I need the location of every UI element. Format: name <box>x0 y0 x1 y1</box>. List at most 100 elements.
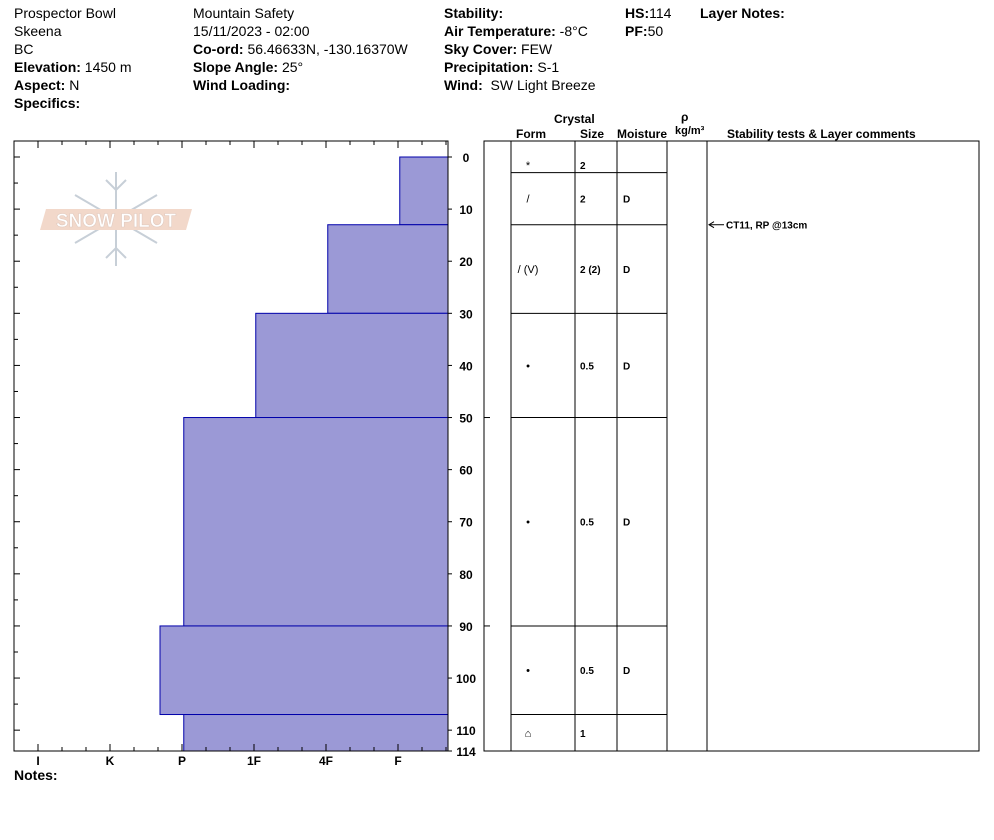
test-arrow-head-0 <box>708 221 715 229</box>
notes-label: Notes: <box>14 767 58 783</box>
row-moisture-2: D <box>623 265 630 276</box>
layer-notes-label: Layer Notes: <box>700 5 785 21</box>
slope-value: 25° <box>281 59 304 75</box>
row-size-3: 0.5 <box>580 361 594 372</box>
stability-tests-header: Stability tests & Layer comments <box>727 127 916 141</box>
row-moisture-4: D <box>623 518 630 529</box>
wind-loading-label: Wind Loading: <box>193 77 291 93</box>
sky-label: Sky Cover: <box>444 41 518 57</box>
depth-label-20: 20 <box>459 255 473 269</box>
precip-label: Precipitation: <box>444 59 534 75</box>
depth-label-70: 70 <box>459 516 473 530</box>
depth-label-40: 40 <box>459 359 473 373</box>
row-form-4: • <box>526 517 530 529</box>
row-size-2: 2 (2) <box>580 265 601 276</box>
stability-test-annotations: CT11, RP @13cm <box>708 221 807 232</box>
depth-axis: 0 10 20 30 40 50 60 70 80 90 100 110 114 <box>14 151 476 759</box>
layer-table-rows: * 2 / 2 D / (V) 2 (2) D • 0.5 D • 0.5 D • 0.5 D ⌂ 1 <box>484 160 667 740</box>
density-unit-header: kg/m³ <box>675 125 705 137</box>
depth-label-114: 114 <box>456 745 476 759</box>
hardness-label-K: K <box>106 754 115 768</box>
hardness-label-1F: 1F <box>247 754 261 768</box>
row-form-5: • <box>526 665 530 677</box>
row-size-1: 2 <box>580 195 586 206</box>
row-form-0: * <box>526 160 531 172</box>
aspect-label: Aspect: <box>14 77 66 93</box>
precip-row: Precipitation: S-1 <box>444 58 559 76</box>
layer-table-columns <box>510 141 708 751</box>
hardness-layer-4 <box>159 625 449 716</box>
organization: Mountain Safety <box>193 5 295 21</box>
hardness-label-4F: 4F <box>319 754 333 768</box>
sky-value: FEW <box>521 41 553 57</box>
elevation-value: 1450 m <box>84 59 132 75</box>
hardness-label-I: I <box>36 754 39 768</box>
state: BC <box>14 41 34 57</box>
depth-label-90: 90 <box>459 620 473 634</box>
aspect-row: Aspect: N <box>14 76 79 94</box>
pf-value: 50 <box>647 23 664 39</box>
depth-label-80: 80 <box>459 568 473 582</box>
test-label-0: CT11, RP @13cm <box>726 221 807 232</box>
pf-label: PF: <box>625 23 648 39</box>
wind-row: Wind: SW Light Breeze <box>444 76 596 94</box>
pf-row: PF:50 <box>625 22 663 40</box>
hardness-frame <box>13 140 449 752</box>
hardness-layer-3 <box>183 417 449 627</box>
depth-label-100: 100 <box>456 672 476 686</box>
hardness-label-F: F <box>394 754 401 768</box>
depth-label-110: 110 <box>456 724 476 738</box>
snowpilot-logo: SNOW PILOT <box>40 172 192 266</box>
specifics-label: Specifics: <box>14 95 81 111</box>
row-form-1: / <box>526 194 530 206</box>
depth-label-60: 60 <box>459 464 473 478</box>
hardness-layers <box>159 156 449 752</box>
depth-label-10: 10 <box>459 203 473 217</box>
logo-text: SNOW PILOT <box>56 211 177 232</box>
rho-header: ρ <box>681 110 689 124</box>
moisture-header: Moisture <box>617 127 668 141</box>
row-moisture-5: D <box>623 666 630 677</box>
row-moisture-1: D <box>623 195 630 206</box>
air-temp-value: -8°C <box>559 23 588 39</box>
hs-label: HS: <box>625 5 650 21</box>
row-size-4: 0.5 <box>580 518 594 529</box>
wind-value: SW Light Breeze <box>490 77 596 93</box>
row-moisture-3: D <box>623 361 630 372</box>
crystal-header: Crystal <box>554 112 595 126</box>
depth-label-0: 0 <box>463 151 470 165</box>
layer-table-frame <box>483 140 980 752</box>
stability-label: Stability: <box>444 5 504 21</box>
hardness-label-P: P <box>178 754 186 768</box>
hs-row: HS:114 <box>625 4 671 22</box>
hardness-axis: I K P 1F 4F F <box>36 141 447 768</box>
form-header: Form <box>516 127 546 141</box>
location: Prospector Bowl <box>14 5 116 21</box>
hardness-layer-0 <box>399 156 449 226</box>
row-form-2: / (V) <box>518 264 539 276</box>
row-size-6: 1 <box>580 729 586 740</box>
row-form-6: ⌂ <box>525 728 532 740</box>
air-temp-row: Air Temperature: -8°C <box>444 22 588 40</box>
coord-label: Co-ord: <box>193 41 244 57</box>
elevation-label: Elevation: <box>14 59 81 75</box>
row-form-3: • <box>526 360 530 372</box>
datetime: 15/11/2023 - 02:00 <box>193 23 310 39</box>
aspect-value: N <box>69 77 80 93</box>
hardness-layer-5 <box>183 714 449 752</box>
size-header: Size <box>580 127 605 141</box>
precip-value: S-1 <box>537 59 560 75</box>
coord-row: Co-ord: 56.46633N, -130.16370W <box>193 40 408 58</box>
coord-value: 56.46633N, -130.16370W <box>247 41 408 57</box>
hardness-layer-1 <box>327 224 449 314</box>
elevation-row: Elevation: 1450 m <box>14 58 132 76</box>
sky-row: Sky Cover: FEW <box>444 40 552 58</box>
wind-label: Wind: <box>444 77 483 93</box>
hs-value: 114 <box>649 5 672 21</box>
depth-label-30: 30 <box>459 307 473 321</box>
row-size-5: 0.5 <box>580 666 594 677</box>
slope-label: Slope Angle: <box>193 59 279 75</box>
slope-row: Slope Angle: 25° <box>193 58 303 76</box>
row-size-0: 2 <box>580 161 586 172</box>
